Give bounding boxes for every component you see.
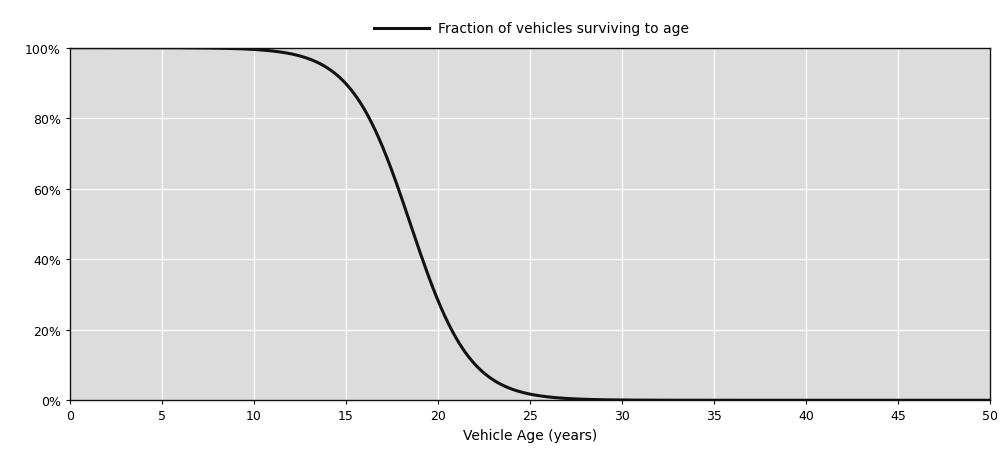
Text: Fraction of vehicles surviving to age: Fraction of vehicles surviving to age (438, 22, 689, 36)
X-axis label: Vehicle Age (years): Vehicle Age (years) (463, 428, 597, 442)
